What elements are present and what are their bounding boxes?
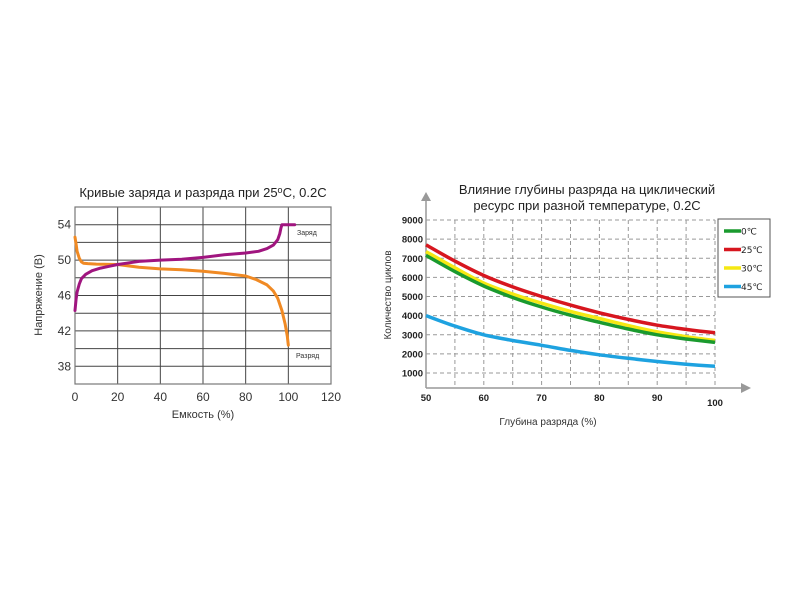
charge-discharge-chart: Кривые заряда и разряда при 25oC, 0.2C 3… [33,185,341,421]
y-tick-labels: 1000 2000 3000 4000 5000 6000 7000 8000 9000 [402,216,423,380]
x-tick-label: 60 [196,390,210,404]
y-tick-label: 1000 [402,369,423,380]
y-tick-label: 42 [58,324,72,338]
legend-item: 45℃ [724,283,763,293]
grid-lines [75,207,331,384]
chart-title-line-2: ресурс при разной температуре, 0.2C [473,198,700,213]
y-tick-label: 6000 [402,273,423,284]
x-axis-label: Емкость (%) [172,409,234,421]
series-line-45c [425,313,716,369]
x-tick-label: 20 [111,390,125,404]
x-tick-label: 120 [321,390,341,404]
x-tick-label: 90 [652,393,663,404]
y-tick-label: 5000 [402,292,423,303]
legend-label: 0℃ [741,228,757,238]
y-tick-label: 7000 [402,254,423,265]
chart-title: Кривые заряда и разряда при 25oC, 0.2C [79,185,326,200]
axes [421,192,751,393]
x-tick-label: 80 [239,390,253,404]
x-tick-label: 0 [72,390,79,404]
series-line-discharge [73,235,290,347]
x-tick-label: 40 [154,390,168,404]
cycle-life-chart: Влияние глубины разряда на циклический р… [383,182,771,428]
legend: 0℃ 25℃ 30℃ 45℃ [717,218,771,298]
x-tick-label: 60 [479,393,490,404]
series-line-charge [73,223,297,312]
y-tick-label: 3000 [402,330,423,341]
y-tick-label: 54 [58,218,72,232]
legend-item: 30℃ [724,265,763,275]
x-tick-label: 70 [536,393,547,404]
annotation-charge: Заряд [297,230,317,237]
x-tick-label: 100 [278,390,298,404]
y-tick-label: 9000 [402,216,423,227]
y-axis-label: Напряжение (В) [33,254,45,336]
series-lines [73,223,297,347]
x-tick-labels: 0 20 40 60 80 100 120 [72,390,342,404]
series-line-0c [425,253,716,345]
annotation-discharge: Разряд [296,353,319,360]
x-axis-label: Глубина разряда (%) [499,416,596,428]
x-tick-labels: 50 60 70 80 90 100 [421,393,723,409]
y-tick-label: 46 [58,289,72,303]
x-tick-label: 100 [707,398,723,409]
legend-label: 45℃ [741,283,763,293]
series-lines [425,243,716,369]
y-tick-labels: 38 42 46 50 54 [58,218,72,374]
legend-item: 25℃ [724,246,763,256]
y-axis-arrow-icon [421,192,431,201]
legend-item: 0℃ [724,228,757,238]
y-tick-label: 50 [58,253,72,267]
y-axis-label: Количество циклов [383,250,394,339]
y-tick-label: 8000 [402,235,423,246]
plot-frame [74,206,332,385]
x-tick-label: 80 [594,393,605,404]
y-tick-label: 4000 [402,311,423,322]
x-axis-arrow-icon [741,383,751,393]
legend-label: 30℃ [741,265,763,275]
chart-title-line-1: Влияние глубины разряда на циклический [459,182,715,197]
y-tick-label: 2000 [402,349,423,360]
series-line-30c [425,250,716,343]
series-line-25c [425,243,716,335]
y-tick-label: 38 [58,359,72,373]
legend-label: 25℃ [741,246,763,256]
x-tick-label: 50 [421,393,432,404]
